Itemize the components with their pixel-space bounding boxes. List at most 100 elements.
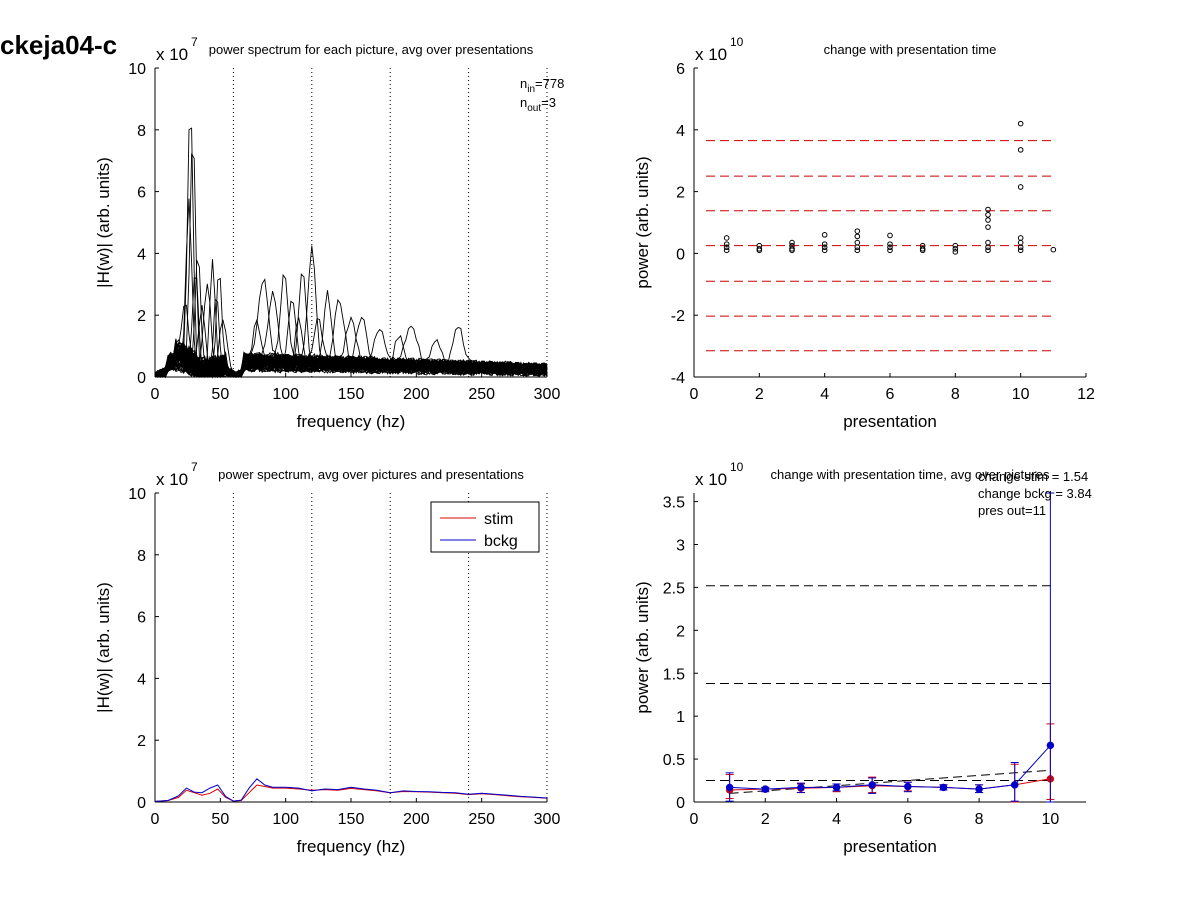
- scatter-point: [985, 224, 991, 230]
- y-axis-label: |H(w)| (arb. units): [94, 582, 113, 713]
- series-line-bckg: [729, 745, 1051, 790]
- x-axis-label: frequency (hz): [297, 837, 406, 856]
- y-tick-label: 0: [676, 246, 685, 263]
- legend-box: [430, 501, 540, 553]
- x-tick-label: 10: [1041, 811, 1059, 828]
- x-axis-label: frequency (hz): [297, 412, 406, 431]
- scale-exponent: 10: [730, 35, 744, 49]
- marker-bckg: [975, 785, 983, 793]
- scale-base: x 10: [156, 45, 188, 64]
- chart-title: power spectrum for each picture, avg ove…: [209, 42, 534, 57]
- y-tick-label: 6: [676, 61, 685, 78]
- scatter-point: [854, 247, 861, 254]
- scatter-point: [854, 233, 861, 240]
- x-tick-label: 4: [832, 811, 841, 828]
- scatter-point: [985, 244, 991, 251]
- x-tick-label: 50: [211, 386, 229, 403]
- y-axis-label: power (arb. units): [633, 156, 652, 288]
- y-tick-label: 3.5: [663, 495, 685, 512]
- y-tick-label: 1.5: [663, 666, 685, 683]
- scatter-point: [756, 247, 763, 254]
- spectrum-trace: [154, 153, 548, 378]
- y-tick-label: 2: [137, 308, 146, 325]
- scatter-point: [821, 232, 828, 238]
- page-title: ckeja04-c: [0, 30, 118, 60]
- scale-base: x 10: [695, 45, 727, 64]
- x-tick-label: 6: [903, 811, 912, 828]
- x-tick-label: 8: [975, 811, 984, 828]
- y-tick-label: 6: [137, 610, 146, 627]
- x-tick-label: 2: [761, 811, 770, 828]
- y-tick-label: 0: [137, 795, 146, 812]
- x-axis-label: presentation: [843, 412, 937, 431]
- scatter-point: [723, 235, 730, 241]
- legend: stim bckg: [430, 501, 540, 553]
- annotation-n-in: nin=778: [520, 76, 564, 95]
- marker-bckg: [939, 783, 948, 792]
- y-tick-label: 4: [676, 123, 685, 140]
- annotation-n-out: nout=3: [520, 95, 556, 114]
- stats-annotation: pres out=11: [978, 503, 1046, 518]
- scatter-point: [1050, 246, 1057, 253]
- stats-annotation: change stim = 1.54: [978, 469, 1088, 484]
- y-tick-label: -2: [671, 308, 685, 325]
- scatter-point: [723, 244, 730, 251]
- scatter-point: [985, 211, 991, 218]
- scatter-point: [887, 232, 893, 239]
- scale-exponent: 7: [191, 460, 198, 474]
- scatter-point: [887, 241, 893, 247]
- x-tick-label: 200: [403, 386, 430, 403]
- scatter-point: [821, 241, 828, 247]
- scatter-point: [854, 244, 861, 251]
- scatter-point: [723, 241, 730, 247]
- chart-title: change with presentation time, avg over …: [771, 467, 1050, 482]
- scatter-point: [789, 247, 795, 254]
- marker-bckg: [832, 783, 841, 792]
- x-axis-label: presentation: [843, 837, 937, 856]
- x-tick-label: 0: [151, 386, 160, 403]
- scatter-point: [887, 244, 893, 251]
- x-tick-label: 4: [820, 386, 829, 403]
- marker-bckg: [1046, 741, 1055, 750]
- scatter-point: [821, 247, 828, 254]
- scale-base: x 10: [695, 470, 727, 489]
- y-tick-label: 0: [137, 370, 146, 387]
- legend-label-bckg: bckg: [484, 533, 518, 550]
- spectrum-trace: [154, 127, 548, 378]
- scatter-point: [985, 239, 991, 246]
- chart-spectrum-avg: 0 50 100 150 200 250 300 0 2 4 6 8 10 frequency (hz) |…: [94, 460, 560, 856]
- x-tick-label: 50: [211, 811, 229, 828]
- scatter-point: [985, 206, 991, 213]
- y-axis-label: power (arb. units): [633, 581, 652, 713]
- x-tick-label: 100: [272, 386, 299, 403]
- scale-exponent: 7: [191, 35, 198, 49]
- chart-change-scatter: 0 2 4 6 8 10 12 -4 -2 0 2 4 6 presentation power (arb.…: [633, 35, 1095, 431]
- scatter-point: [952, 249, 959, 255]
- series-line-bckg: [154, 778, 548, 802]
- scatter-point: [1017, 184, 1024, 190]
- marker-bckg: [725, 783, 734, 792]
- scatter-point: [1017, 235, 1024, 241]
- stats-annotation: change bckg = 3.84: [978, 486, 1092, 501]
- scatter-point: [919, 247, 926, 254]
- x-tick-label: 250: [468, 811, 495, 828]
- x-tick-label: 200: [403, 811, 430, 828]
- spectrum-trace: [154, 350, 548, 378]
- y-tick-label: 10: [128, 486, 146, 503]
- scatter-point: [854, 239, 861, 246]
- y-tick-label: 4: [137, 246, 146, 263]
- y-tick-label: 2.5: [663, 580, 685, 597]
- marker-bckg: [868, 781, 876, 789]
- chart-title: change with presentation time: [824, 42, 997, 57]
- scatter-point: [985, 247, 991, 254]
- x-tick-label: 10: [1012, 386, 1030, 403]
- y-tick-label: 0: [676, 795, 685, 812]
- y-tick-label: 3: [676, 538, 685, 555]
- x-tick-label: 300: [534, 386, 561, 403]
- marker-bckg: [1011, 781, 1019, 789]
- spectrum-trace: [155, 346, 548, 378]
- scatter-point: [854, 228, 861, 234]
- x-tick-label: 300: [534, 811, 561, 828]
- chart-spectrum-each: 0 50 100 150 200 250 300 0 2 4 6 8 10 frequency (hz) |…: [94, 35, 564, 431]
- x-tick-label: 0: [151, 811, 160, 828]
